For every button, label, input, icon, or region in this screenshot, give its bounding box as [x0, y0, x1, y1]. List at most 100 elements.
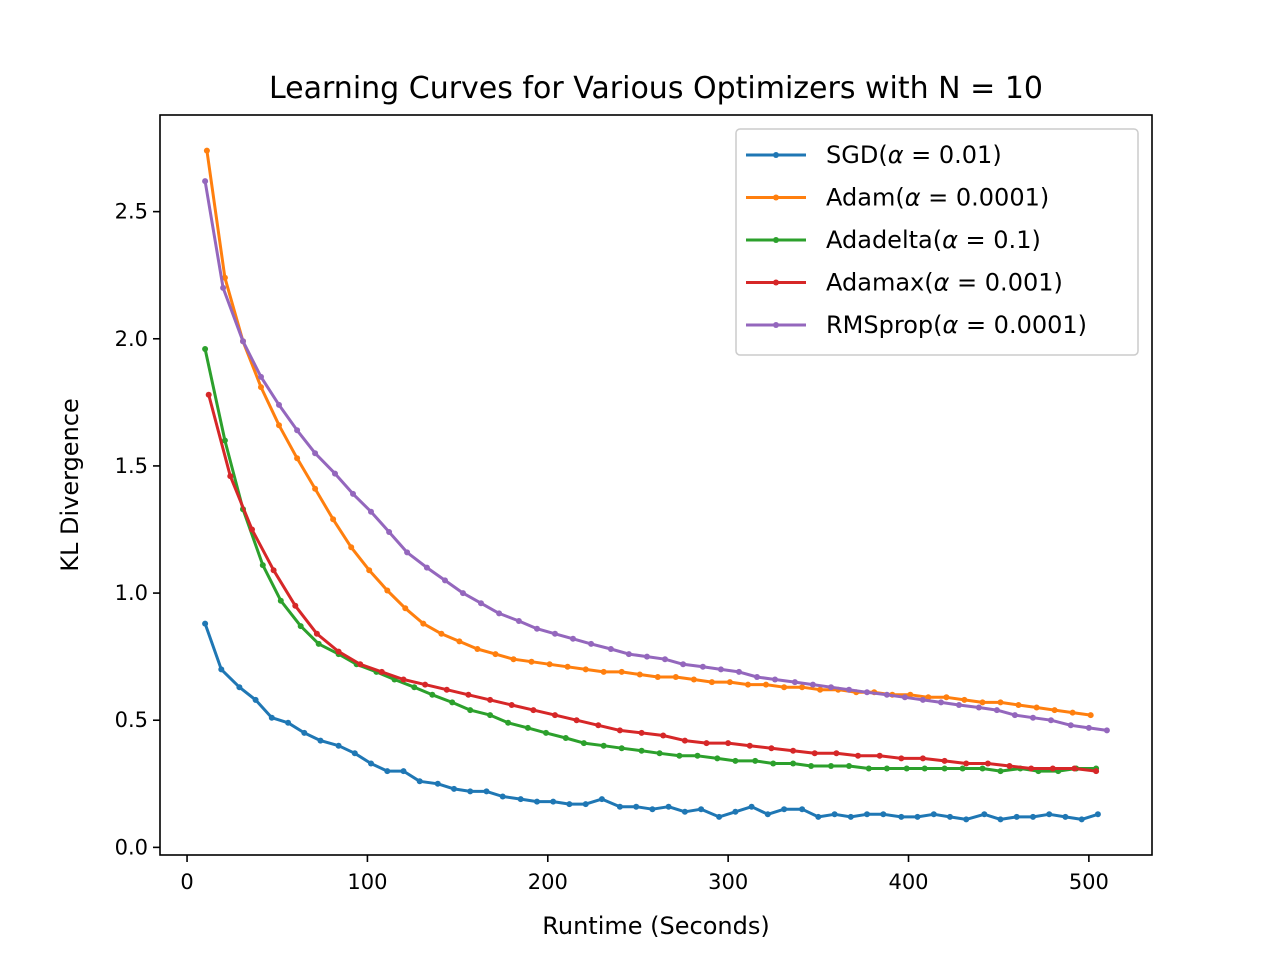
legend-label: RMSprop(α = 0.0001): [826, 311, 1087, 339]
data-point: [808, 763, 815, 769]
data-point: [517, 796, 524, 803]
data-point: [350, 490, 356, 497]
data-point: [203, 147, 210, 154]
data-point: [714, 755, 721, 762]
data-point: [236, 684, 243, 691]
data-point: [690, 676, 697, 683]
data-point: [732, 808, 739, 815]
legend: SGD(α = 0.01) Adam(α = 0.0001) Adadelta(α …: [735, 128, 1139, 356]
data-point: [941, 757, 948, 764]
data-point: [429, 691, 436, 698]
data-point: [451, 785, 457, 792]
data-point: [943, 694, 950, 701]
data-point: [505, 719, 512, 726]
data-point: [524, 724, 531, 731]
data-point: [570, 635, 576, 642]
data-point: [292, 602, 299, 609]
data-point: [249, 526, 255, 533]
data-point: [573, 717, 580, 724]
data-point: [993, 707, 1000, 714]
data-point: [1028, 765, 1035, 772]
data-point: [330, 516, 337, 523]
data-point: [660, 732, 667, 739]
data-point: [384, 768, 391, 775]
data-point: [600, 742, 607, 749]
data-point: [781, 806, 788, 813]
data-point: [562, 735, 569, 741]
data-point: [420, 620, 427, 627]
data-point: [552, 630, 558, 637]
data-point: [997, 768, 1004, 775]
legend-swatch-marker: [773, 237, 779, 243]
data-point: [662, 656, 668, 663]
data-point: [799, 684, 806, 691]
data-point: [313, 630, 320, 637]
data-point: [963, 760, 970, 767]
data-point: [618, 668, 625, 675]
data-point: [903, 765, 910, 772]
legend-item: RMSprop(α = 0.0001): [746, 311, 1087, 339]
data-point: [1093, 768, 1100, 775]
data-point: [276, 422, 282, 429]
data-point: [258, 384, 264, 391]
y-tick-label: 0.5: [115, 708, 148, 732]
data-point: [588, 640, 595, 647]
data-point: [726, 679, 733, 686]
data-point: [898, 813, 905, 820]
legend-item: Adam(α = 0.0001): [746, 184, 1049, 212]
data-point: [317, 737, 324, 744]
data-point: [465, 691, 472, 698]
data-point: [218, 666, 225, 673]
data-point: [449, 699, 456, 706]
data-point: [467, 707, 474, 714]
data-point: [956, 702, 962, 708]
series-1: [203, 147, 1094, 719]
data-point: [716, 813, 723, 820]
x-tick-label: 300: [708, 870, 748, 894]
data-point: [582, 666, 589, 673]
legend-label: SGD(α = 0.01): [826, 141, 1002, 169]
data-point: [736, 668, 742, 675]
data-point: [474, 646, 481, 652]
data-point: [1048, 717, 1054, 724]
data-point: [515, 618, 522, 624]
data-point: [566, 801, 573, 808]
data-point: [846, 686, 852, 693]
x-tick-label: 200: [528, 870, 568, 894]
data-point: [438, 630, 445, 637]
data-point: [817, 686, 824, 693]
data-point: [258, 373, 264, 380]
data-point: [781, 684, 788, 691]
data-point: [699, 663, 706, 670]
data-point: [348, 544, 355, 551]
data-point: [1013, 813, 1020, 820]
data-point: [607, 646, 614, 652]
data-point: [582, 801, 589, 808]
data-point: [534, 798, 540, 805]
data-point: [625, 651, 632, 658]
data-point: [941, 765, 948, 772]
data-point: [270, 567, 277, 574]
x-tick-label: 100: [347, 870, 387, 894]
legend-item: Adamax(α = 0.001): [746, 269, 1063, 297]
data-point: [301, 729, 308, 736]
legend-box: [735, 128, 1139, 356]
series-0: [202, 620, 1101, 823]
data-point: [202, 178, 209, 185]
data-point: [616, 727, 623, 734]
data-point: [979, 699, 986, 706]
data-point: [618, 745, 625, 752]
data-point: [268, 714, 275, 721]
data-point: [938, 699, 944, 706]
data-point: [312, 485, 319, 492]
data-point: [703, 740, 710, 747]
data-point: [357, 661, 364, 668]
data-point: [1087, 712, 1094, 719]
data-point: [546, 661, 553, 668]
legend-label: Adamax(α = 0.001): [826, 269, 1063, 297]
data-point: [764, 811, 771, 818]
data-point: [510, 656, 517, 663]
data-point: [959, 765, 966, 772]
data-point: [259, 562, 266, 569]
data-point: [496, 610, 503, 617]
